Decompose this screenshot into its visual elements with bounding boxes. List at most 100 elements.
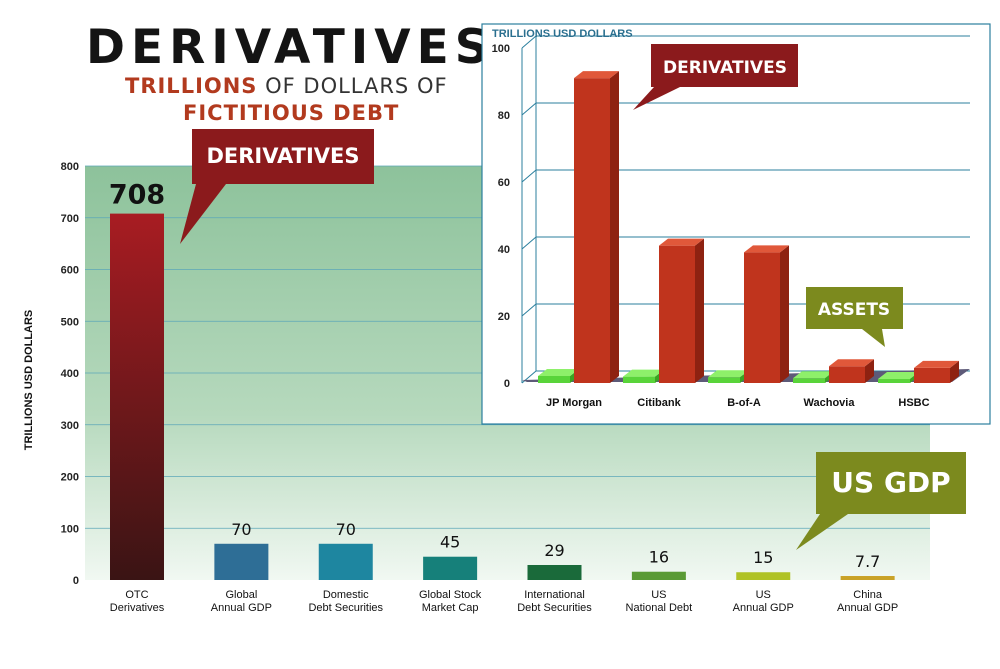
main-y-axis-label: TRILLIONS USD DOLLARS xyxy=(23,310,35,451)
inset-derivatives-bar xyxy=(914,367,950,383)
main-category-label: US Annual GDP xyxy=(733,589,794,614)
main-value-label: 15 xyxy=(753,548,773,567)
main-bars xyxy=(110,213,895,581)
inset-derivatives-bar-side xyxy=(610,71,619,384)
inset-category-label: B-of-A xyxy=(727,397,761,409)
inset-y-ticks: 0 20 40 60 80 100 xyxy=(492,43,510,390)
inset-derivatives-bar-side xyxy=(780,245,789,383)
callout-inset-derivatives-box xyxy=(651,44,798,87)
inset-category-label: Wachovia xyxy=(804,397,856,409)
main-bar xyxy=(214,543,269,580)
inset-derivatives-bar xyxy=(659,245,695,383)
main-bar xyxy=(840,576,895,580)
callout-derivatives-box xyxy=(192,129,374,184)
main-value-label: 70 xyxy=(231,520,251,539)
callout-inset-derivatives-pointer xyxy=(633,87,680,110)
inset-category-label: Citibank xyxy=(637,397,681,409)
main-y-tick-label: 400 xyxy=(61,368,79,380)
main-y-tick-label: 700 xyxy=(61,213,79,225)
inset-assets-bar xyxy=(793,378,825,383)
main-bar xyxy=(736,572,791,580)
callout-derivatives-pointer xyxy=(180,184,226,244)
inset-assets-bar-top xyxy=(538,368,579,376)
inset-derivatives-bar-top xyxy=(574,71,619,79)
inset-y-tick-label: 20 xyxy=(498,311,510,323)
inset-assets-bar-top xyxy=(793,371,834,379)
main-y-tick-label: 300 xyxy=(61,420,79,432)
inset-y-tick-label: 60 xyxy=(498,177,510,189)
inset-category-label: HSBC xyxy=(898,397,929,409)
inset-y-tick-label: 40 xyxy=(498,244,510,256)
main-y-tick-label: 200 xyxy=(61,472,79,484)
main-category-label: Domestic Debt Securities xyxy=(308,589,383,614)
inset-category-labels: JP Morgan Citibank B-of-A Wachovia HSBC xyxy=(546,397,930,409)
inset-chart: 0 20 40 60 80 100 JP Morgan Citibank B-of-A Wach… xyxy=(481,23,991,425)
inset-panel xyxy=(481,23,991,425)
inset-category-label: JP Morgan xyxy=(546,397,602,409)
main-y-tick-label: 800 xyxy=(61,161,79,173)
main-value-label: 29 xyxy=(544,541,564,560)
main-y-tick-label: 0 xyxy=(73,575,79,587)
main-bar xyxy=(527,564,582,580)
main-value-label: 70 xyxy=(336,520,356,539)
inset-assets-bar-top xyxy=(708,370,749,378)
main-category-labels: OTC Derivatives Global Annual GDP Domestic De… xyxy=(110,589,898,614)
main-category-label: Global Annual GDP xyxy=(211,589,272,614)
inset-derivatives-bar-side xyxy=(865,359,874,383)
subtitle-line-2: FICTITIOUS DEBT xyxy=(183,101,399,125)
inset-floor-bg xyxy=(527,380,970,413)
subtitle-of-dollars: OF DOLLARS OF xyxy=(257,74,447,98)
main-bar xyxy=(110,213,164,581)
inset-assets-bar xyxy=(708,377,740,383)
main-bar xyxy=(318,543,373,580)
inset-assets-bar-top xyxy=(623,369,664,377)
inset-derivatives-bar-side xyxy=(950,360,959,383)
inset-derivatives-bar-top xyxy=(659,238,704,246)
inset-y-tick-label: 0 xyxy=(504,378,510,390)
main-bar xyxy=(423,556,478,580)
subtitle-line-1: TRILLIONS OF DOLLARS OF xyxy=(125,74,448,98)
main-bar xyxy=(631,571,686,580)
inset-derivatives-bar-side xyxy=(695,238,704,383)
inset-assets-bar xyxy=(538,375,570,383)
inset-bars xyxy=(538,71,959,384)
callout-assets-pointer xyxy=(862,329,885,347)
inset-y-axis-label: TRILLIONS USD DOLLARS xyxy=(492,28,633,40)
main-category-label: OTC Derivatives xyxy=(110,589,165,614)
main-y-ticks: 0 100 200 300 400 500 600 700 800 xyxy=(61,161,79,587)
inset-assets-bar xyxy=(623,376,655,383)
callout-us-gdp-text: US GDP xyxy=(831,466,950,499)
main-category-label: International Debt Securities xyxy=(517,589,592,614)
main-y-tick-label: 100 xyxy=(61,523,79,535)
main-value-label: 16 xyxy=(649,548,669,567)
inset-derivatives-bar-top xyxy=(744,245,789,253)
inset-y-tick-label: 80 xyxy=(498,110,510,122)
main-value-label: 45 xyxy=(440,533,460,552)
main-value-label: 708 xyxy=(109,180,165,211)
main-category-label: China Annual GDP xyxy=(837,589,898,614)
main-value-labels: 708 70 70 45 29 16 15 7.7 xyxy=(109,180,881,571)
inset-gridlines xyxy=(521,35,970,384)
inset-derivatives-bar-top xyxy=(829,359,874,367)
callout-derivatives: DERIVATIVES xyxy=(180,129,374,244)
callout-us-gdp: US GDP xyxy=(796,452,966,550)
callout-assets: ASSETS xyxy=(806,287,903,347)
main-y-tick-label: 600 xyxy=(61,265,79,277)
callout-inset-derivatives-text: DERIVATIVES xyxy=(663,58,787,78)
callout-derivatives-text: DERIVATIVES xyxy=(206,144,359,168)
callout-us-gdp-box xyxy=(816,452,966,514)
subtitle-trillions: TRILLIONS xyxy=(125,74,257,98)
callout-inset-derivatives: DERIVATIVES xyxy=(633,44,798,110)
main-y-tick-label: 500 xyxy=(61,316,79,328)
inset-derivatives-bar-top xyxy=(914,360,959,368)
main-category-label: US National Debt xyxy=(626,589,693,614)
inset-y-tick-label: 100 xyxy=(492,43,510,55)
inset-derivatives-bar xyxy=(829,366,865,383)
inset-assets-bar xyxy=(878,378,910,383)
callout-us-gdp-pointer xyxy=(796,514,848,550)
page-title: DERIVATIVES xyxy=(86,20,495,75)
main-value-label: 7.7 xyxy=(855,552,880,571)
inset-assets-bar-top xyxy=(878,371,919,379)
callout-assets-box xyxy=(806,287,903,329)
